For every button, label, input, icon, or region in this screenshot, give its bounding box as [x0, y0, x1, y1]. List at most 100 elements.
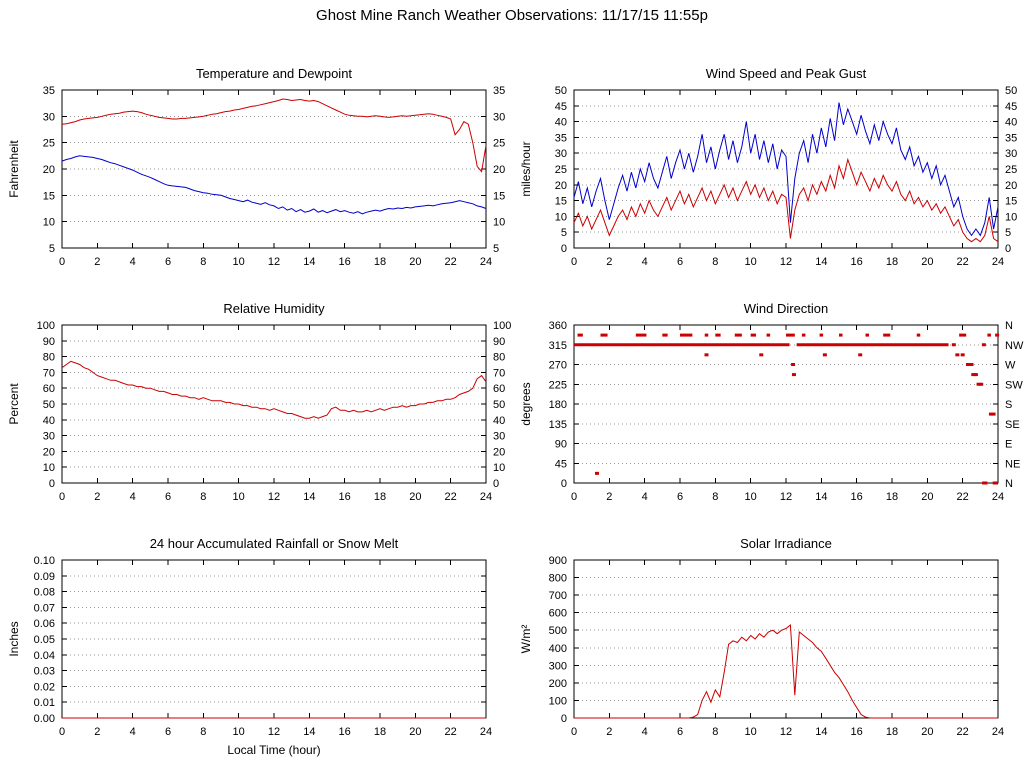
svg-text:24: 24 [992, 491, 1004, 503]
svg-text:6: 6 [677, 491, 683, 503]
svg-text:NW: NW [1005, 340, 1024, 352]
svg-text:5: 5 [49, 243, 55, 255]
svg-text:6: 6 [677, 726, 683, 738]
svg-text:6: 6 [677, 256, 683, 268]
svg-text:35: 35 [493, 85, 505, 97]
svg-text:8: 8 [200, 491, 206, 503]
svg-text:24: 24 [992, 726, 1004, 738]
svg-text:S: S [1005, 399, 1012, 411]
svg-text:20: 20 [409, 726, 421, 738]
svg-text:12: 12 [268, 726, 280, 738]
svg-text:16: 16 [339, 491, 351, 503]
svg-text:20: 20 [43, 446, 55, 458]
svg-text:24: 24 [992, 256, 1004, 268]
svg-text:70: 70 [493, 367, 505, 379]
svg-text:10: 10 [43, 217, 55, 229]
svg-text:45: 45 [555, 101, 567, 113]
svg-text:Local Time (hour): Local Time (hour) [227, 743, 320, 757]
svg-text:15: 15 [1005, 196, 1017, 208]
svg-text:22: 22 [957, 726, 969, 738]
svg-text:0.03: 0.03 [34, 666, 55, 678]
svg-text:30: 30 [493, 111, 505, 123]
svg-text:miles/hour: miles/hour [519, 141, 533, 196]
svg-text:SE: SE [1005, 419, 1020, 431]
svg-text:0.01: 0.01 [34, 697, 55, 709]
svg-text:20: 20 [1005, 180, 1017, 192]
svg-text:20: 20 [555, 180, 567, 192]
svg-text:12: 12 [780, 256, 792, 268]
svg-text:4: 4 [642, 726, 648, 738]
svg-text:2: 2 [94, 491, 100, 503]
svg-text:60: 60 [493, 383, 505, 395]
svg-text:2: 2 [94, 256, 100, 268]
svg-text:100: 100 [37, 320, 55, 332]
svg-text:22: 22 [445, 491, 457, 503]
chart-wind-speed-peak-gust: Wind Speed and Peak Gust 0 0 5 5 10 10 15 15 20 2… [512, 55, 1024, 290]
page-title: Ghost Mine Ranch Weather Observations: 1… [316, 7, 708, 24]
svg-text:8: 8 [712, 256, 718, 268]
svg-text:20: 20 [921, 726, 933, 738]
svg-text:14: 14 [815, 256, 827, 268]
svg-text:Percent: Percent [7, 383, 21, 425]
svg-text:100: 100 [549, 695, 567, 707]
svg-text:14: 14 [815, 726, 827, 738]
svg-text:4: 4 [642, 491, 648, 503]
chart-title-wind-speed-peak-gust: Wind Speed and Peak Gust [705, 66, 867, 81]
svg-text:20: 20 [493, 164, 505, 176]
svg-text:0: 0 [571, 491, 577, 503]
svg-text:W/m²: W/m² [519, 625, 533, 654]
svg-text:40: 40 [43, 415, 55, 427]
svg-text:22: 22 [445, 256, 457, 268]
svg-text:900: 900 [549, 555, 567, 567]
svg-text:18: 18 [886, 726, 898, 738]
svg-text:16: 16 [851, 726, 863, 738]
svg-text:14: 14 [815, 491, 827, 503]
svg-text:35: 35 [1005, 132, 1017, 144]
svg-text:80: 80 [43, 352, 55, 364]
svg-text:8: 8 [712, 491, 718, 503]
svg-text:10: 10 [233, 726, 245, 738]
chart-title-wind-direction: Wind Direction [743, 301, 829, 316]
svg-text:22: 22 [957, 256, 969, 268]
svg-text:35: 35 [555, 132, 567, 144]
chart-temperature-dewpoint: Temperature and Dewpoint 5 5 10 10 15 15 20 20 2… [0, 55, 512, 290]
svg-text:E: E [1005, 439, 1012, 451]
svg-text:SW: SW [1005, 379, 1023, 391]
svg-text:10: 10 [43, 462, 55, 474]
svg-text:0.08: 0.08 [34, 587, 55, 599]
svg-text:2: 2 [606, 491, 612, 503]
svg-text:90: 90 [493, 336, 505, 348]
svg-text:0: 0 [561, 243, 567, 255]
svg-text:90: 90 [43, 336, 55, 348]
svg-text:2: 2 [94, 726, 100, 738]
svg-text:15: 15 [493, 190, 505, 202]
svg-text:6: 6 [165, 491, 171, 503]
svg-text:4: 4 [130, 726, 136, 738]
svg-text:14: 14 [303, 491, 315, 503]
svg-text:30: 30 [555, 148, 567, 160]
svg-text:18: 18 [374, 256, 386, 268]
svg-text:180: 180 [549, 399, 567, 411]
svg-text:16: 16 [339, 726, 351, 738]
svg-text:400: 400 [549, 643, 567, 655]
svg-text:10: 10 [1005, 211, 1017, 223]
svg-text:24: 24 [480, 726, 492, 738]
svg-text:18: 18 [886, 256, 898, 268]
svg-text:225: 225 [549, 379, 567, 391]
svg-text:270: 270 [549, 360, 567, 372]
svg-text:70: 70 [43, 367, 55, 379]
svg-text:30: 30 [43, 431, 55, 443]
svg-text:20: 20 [921, 256, 933, 268]
chart-relative-humidity: Relative Humidity 0 0 10 10 20 20 30 30 40 40 50 50… [0, 290, 512, 525]
svg-text:700: 700 [549, 590, 567, 602]
svg-text:800: 800 [549, 573, 567, 585]
svg-text:25: 25 [43, 138, 55, 150]
svg-text:20: 20 [409, 256, 421, 268]
svg-text:0.07: 0.07 [34, 602, 55, 614]
svg-text:25: 25 [555, 164, 567, 176]
svg-text:6: 6 [165, 256, 171, 268]
svg-text:5: 5 [561, 227, 567, 239]
